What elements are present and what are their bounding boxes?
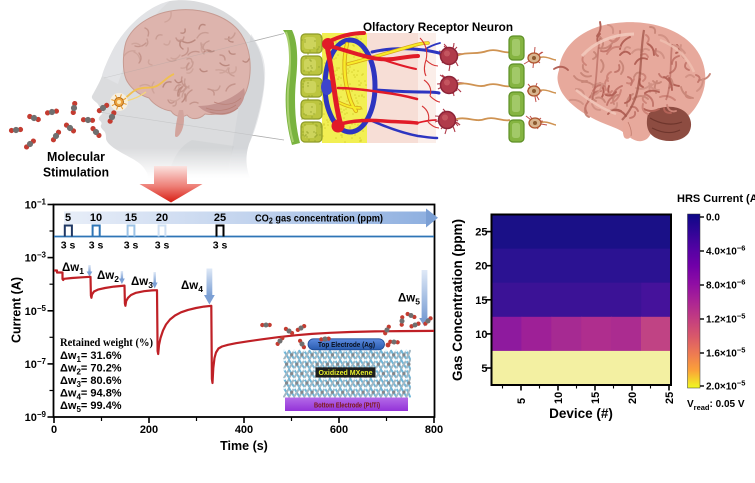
svg-text:Retained weight (%): Retained weight (%) [60, 337, 153, 349]
svg-text:25: 25 [214, 212, 226, 224]
svg-text:Time (s): Time (s) [220, 439, 268, 453]
svg-text:Δw3: Δw3 [131, 276, 153, 290]
svg-text:Stimulation: Stimulation [43, 165, 109, 180]
svg-text:Δw4: Δw4 [181, 280, 203, 294]
svg-text:Oxidized MXene: Oxidized MXene [319, 368, 373, 377]
svg-text:Current (A): Current (A) [10, 277, 24, 343]
svg-text:Δw2= 70.2%: Δw2= 70.2% [60, 363, 122, 377]
svg-text:3 s: 3 s [124, 240, 139, 252]
svg-text:25: 25 [475, 227, 487, 239]
svg-text:Δw4= 94.8%: Δw4= 94.8% [60, 388, 122, 402]
svg-text:800: 800 [425, 424, 443, 436]
svg-text:3 s: 3 s [213, 240, 228, 252]
svg-text:3 s: 3 s [89, 240, 104, 252]
svg-text:0.0: 0.0 [706, 213, 720, 224]
svg-text:15: 15 [475, 295, 487, 307]
svg-text:3 s: 3 s [155, 240, 170, 252]
svg-text:4.0×10−6: 4.0×10−6 [706, 243, 745, 258]
svg-text:Device (#): Device (#) [549, 406, 613, 421]
svg-text:20: 20 [475, 261, 487, 273]
svg-text:10: 10 [90, 212, 102, 224]
svg-text:Top Electrode (Ag): Top Electrode (Ag) [318, 340, 375, 349]
svg-text:Δw5= 99.4%: Δw5= 99.4% [60, 400, 122, 414]
svg-text:10: 10 [475, 329, 487, 341]
svg-text:HRS Current (A): HRS Current (A) [677, 193, 755, 205]
svg-text:15: 15 [125, 212, 137, 224]
svg-text:400: 400 [235, 424, 253, 436]
svg-text:Δw1= 31.6%: Δw1= 31.6% [60, 350, 122, 364]
svg-text:600: 600 [330, 424, 348, 436]
svg-text:5: 5 [481, 363, 487, 375]
svg-text:5: 5 [516, 398, 528, 404]
svg-text:Gas Concentration (ppm): Gas Concentration (ppm) [450, 219, 465, 381]
svg-text:Molecular: Molecular [47, 149, 105, 164]
svg-text:Olfactory Receptor Neuron: Olfactory Receptor Neuron [363, 20, 513, 34]
svg-text:CO2 gas concentration (ppm): CO2 gas concentration (ppm) [255, 213, 383, 226]
svg-text:Δw1: Δw1 [62, 262, 84, 276]
svg-text:Δw5: Δw5 [398, 293, 420, 307]
svg-text:20: 20 [156, 212, 168, 224]
svg-text:5: 5 [65, 212, 71, 224]
svg-text:Δw2: Δw2 [97, 270, 119, 284]
svg-text:2.0×10−5: 2.0×10−5 [706, 378, 745, 393]
svg-text:200: 200 [140, 424, 158, 436]
svg-text:20: 20 [627, 392, 639, 404]
svg-text:8.0×10−6: 8.0×10−6 [706, 277, 745, 292]
svg-text:25: 25 [664, 392, 676, 404]
svg-text:3 s: 3 s [61, 240, 76, 252]
svg-text:10: 10 [553, 392, 565, 404]
svg-text:0: 0 [51, 424, 57, 436]
svg-text:1.2×10−5: 1.2×10−5 [706, 311, 745, 326]
svg-text:Vread: 0.05 V: Vread: 0.05 V [687, 399, 745, 412]
svg-text:Bottom Electrode (Pt/Ti): Bottom Electrode (Pt/Ti) [314, 401, 380, 410]
svg-text:15: 15 [590, 392, 602, 404]
svg-text:1.6×10−5: 1.6×10−5 [706, 345, 745, 360]
svg-text:Δw3= 80.6%: Δw3= 80.6% [60, 375, 122, 389]
